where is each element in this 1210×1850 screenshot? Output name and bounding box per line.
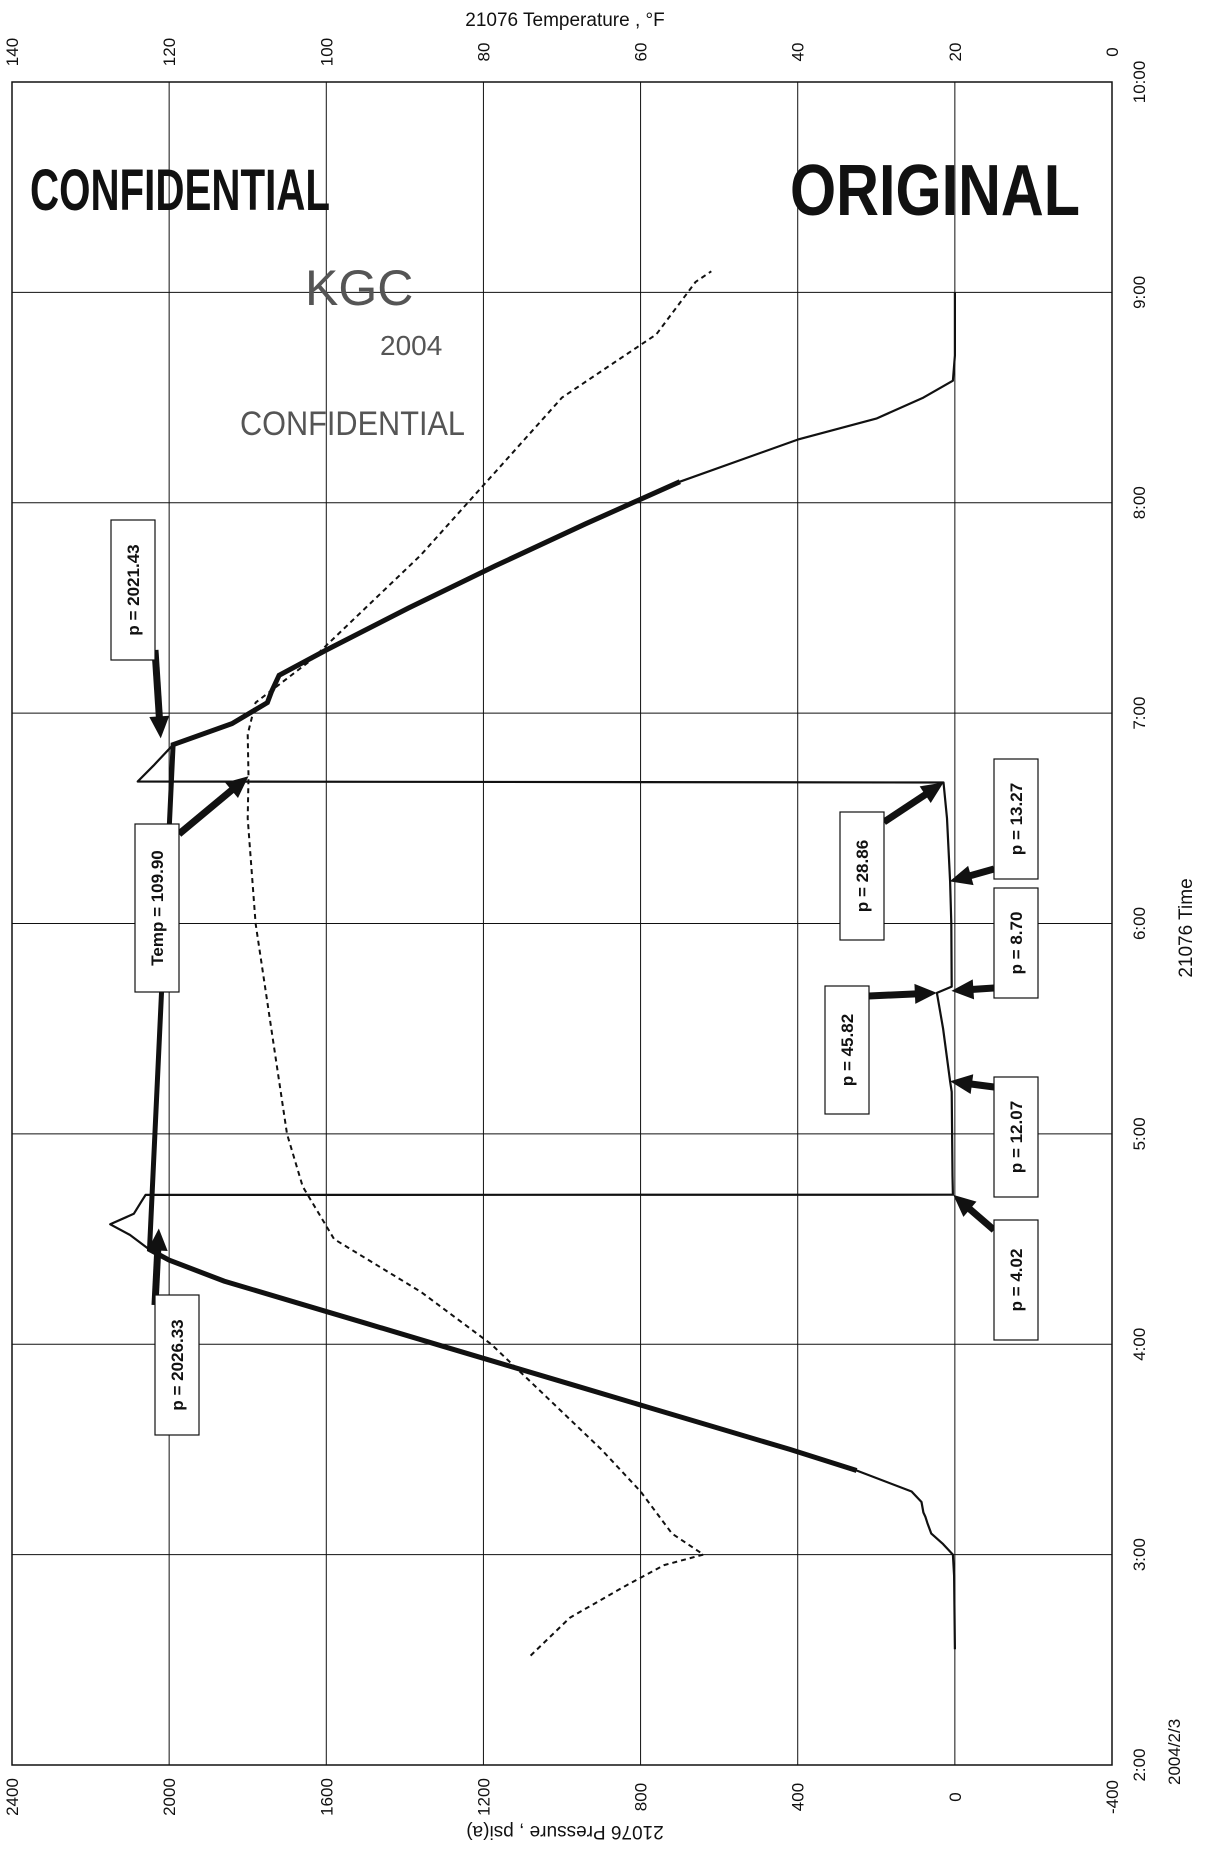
callout-label: p = 4.02 — [1007, 1249, 1026, 1312]
tick-label-time: 9:00 — [1130, 276, 1149, 309]
callout-label: p = 45.82 — [838, 1014, 857, 1086]
start-date-label: 2004/2/3 — [1165, 1719, 1184, 1785]
callout-box — [839, 811, 885, 941]
callout-arrow-shaft — [966, 865, 995, 880]
kgc-stamp: KGC — [305, 260, 413, 316]
tick-label-pressure: 1600 — [317, 1778, 336, 1816]
tick-label-temperature: 100 — [317, 38, 336, 66]
callout-label: p = 28.86 — [853, 840, 872, 912]
tick-label-pressure: 2400 — [3, 1778, 22, 1816]
tick-label-pressure: 800 — [632, 1783, 651, 1811]
tick-label-temperature: 80 — [474, 43, 493, 62]
callout-box — [110, 519, 156, 661]
callout-arrow-head — [147, 1228, 168, 1252]
pressure-series-line — [109, 292, 956, 1650]
tick-label-pressure: 2000 — [160, 1778, 179, 1816]
tick-label-temperature: 40 — [789, 43, 808, 62]
tick-label-time: 5:00 — [1130, 1117, 1149, 1150]
tick-label-time: 7:00 — [1130, 697, 1149, 730]
temperature-series-line — [246, 270, 712, 1657]
callout-box — [993, 887, 1039, 999]
callout-box — [993, 1076, 1039, 1198]
callout-label: p = 12.07 — [1007, 1101, 1026, 1173]
callout-box — [824, 985, 870, 1115]
tick-label-pressure: 0 — [946, 1792, 965, 1801]
callout-arrow-shaft — [176, 785, 237, 837]
tick-label-pressure: 1200 — [474, 1778, 493, 1816]
callout-box — [993, 1219, 1039, 1341]
callout-arrow-head — [225, 776, 249, 798]
original-stamp: ORIGINAL — [790, 151, 1080, 231]
pressure-axis-title: 21076 Pressure , psi(a) — [466, 1821, 664, 1842]
tick-label-pressure: 400 — [789, 1783, 808, 1811]
callout-arrow — [950, 1074, 995, 1095]
callout-arrow-shaft — [964, 1203, 997, 1233]
callout-label: Temp = 109.90 — [148, 850, 167, 965]
callout-arrow — [953, 1194, 997, 1233]
tick-label-temperature: 140 — [3, 38, 22, 66]
callout-arrow — [176, 776, 249, 837]
callout-box — [993, 758, 1039, 880]
callout-box — [154, 1294, 200, 1436]
temperature-axis-title: 21076 Temperature , °F — [465, 10, 664, 31]
pressure-series-emphasis — [146, 479, 858, 1473]
callout-arrow — [149, 649, 170, 739]
tick-label-temperature: 0 — [1103, 47, 1122, 56]
tick-label-temperature: 60 — [632, 43, 651, 62]
tick-label-time: 2:00 — [1130, 1748, 1149, 1781]
tick-label-time: 3:00 — [1130, 1538, 1149, 1571]
confidential-stamp-lower: CONFIDENTIAL — [240, 405, 465, 443]
callout-arrow-head — [950, 1074, 974, 1095]
callout-label: p = 8.70 — [1007, 912, 1026, 975]
callout-arrow-head — [149, 715, 170, 739]
callout-arrow-head — [951, 979, 975, 1000]
callout-arrow-shaft — [969, 984, 995, 994]
callout-label: p = 13.27 — [1007, 783, 1026, 855]
callout-arrow-head — [919, 782, 944, 804]
chart-series-layer — [109, 270, 956, 1657]
callout-arrow-shaft — [967, 1080, 995, 1091]
callout-arrow — [949, 865, 995, 886]
tick-label-temperature: 120 — [160, 38, 179, 66]
date-stamp: 2004 — [380, 330, 442, 361]
callout-arrow-head — [949, 865, 974, 886]
tick-label-pressure: -400 — [1103, 1780, 1122, 1814]
callout-arrow — [951, 979, 995, 1000]
tick-label-time: 4:00 — [1130, 1328, 1149, 1361]
callout-arrow — [868, 983, 937, 1004]
callout-box — [134, 823, 180, 993]
callout-label: p = 2026.33 — [168, 1319, 187, 1410]
confidential-stamp: CONFIDENTIAL — [30, 158, 330, 223]
tick-label-time: 10:00 — [1130, 61, 1149, 104]
callout-label: p = 2021.43 — [124, 544, 143, 635]
callouts-layer: p = 2021.43 p = 2026.33 Temp = 109.90 p = 4… — [110, 519, 1039, 1436]
tick-label-temperature: 20 — [946, 43, 965, 62]
callout-arrow-shaft — [868, 990, 920, 1000]
tick-label-time: 8:00 — [1130, 486, 1149, 519]
tick-label-time: 6:00 — [1130, 907, 1149, 940]
callout-arrow-head — [953, 1194, 977, 1217]
callout-arrow-shaft — [882, 789, 931, 825]
ticks-layer: 2:00 3:00 4:00 5:00 6:00 7:00 8:00 9:00 10:00 240… — [3, 38, 1149, 1816]
callout-arrow-head — [914, 983, 937, 1004]
callout-arrow-shaft — [151, 649, 164, 721]
callout-arrow — [882, 782, 944, 825]
time-axis-title: 21076 Time — [1176, 878, 1197, 977]
